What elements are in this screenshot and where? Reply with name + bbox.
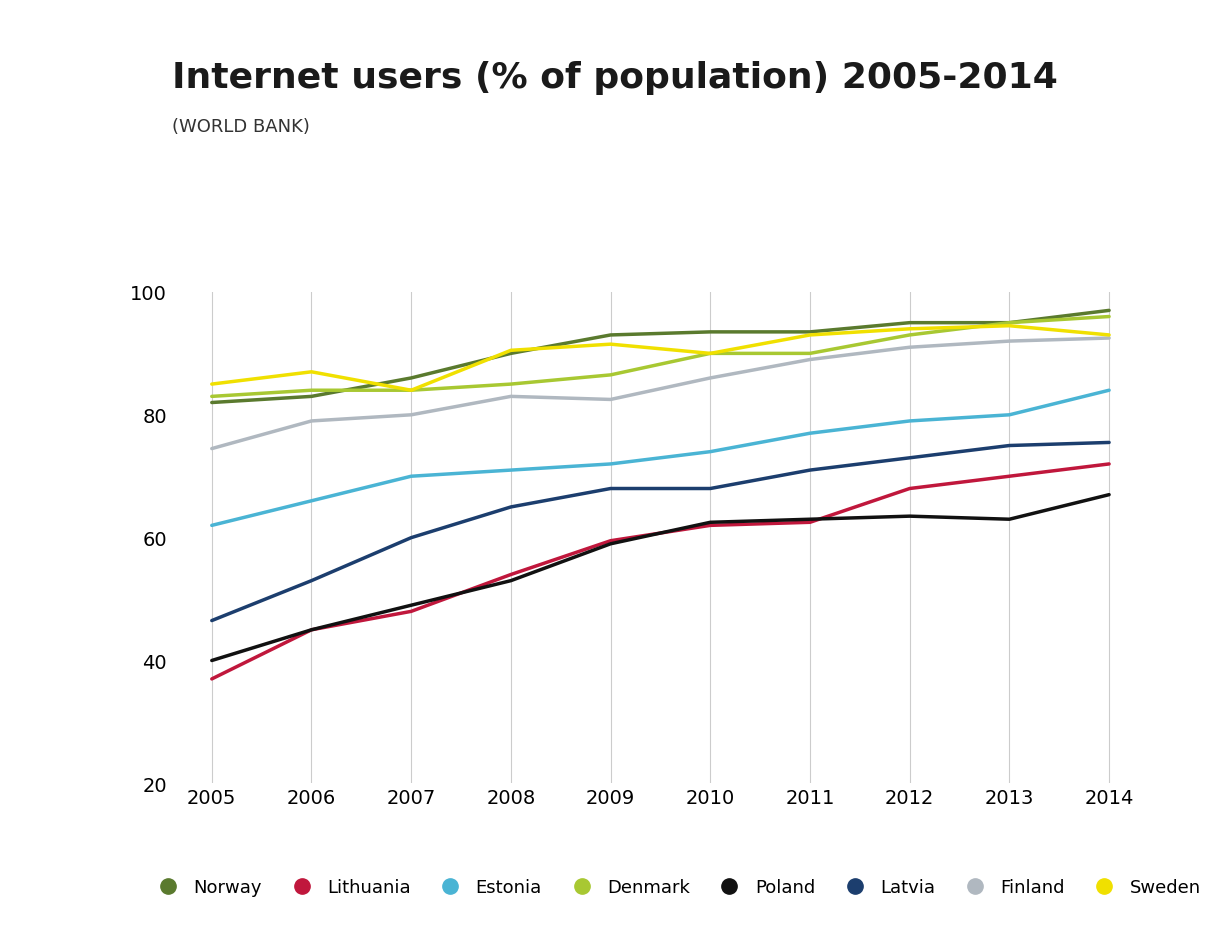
- Text: Internet users (% of population) 2005-2014: Internet users (% of population) 2005-20…: [172, 61, 1057, 95]
- Text: (WORLD BANK): (WORLD BANK): [172, 118, 309, 136]
- Legend: Norway, Lithuania, Estonia, Denmark, Poland, Latvia, Finland, Sweden: Norway, Lithuania, Estonia, Denmark, Pol…: [142, 871, 1208, 903]
